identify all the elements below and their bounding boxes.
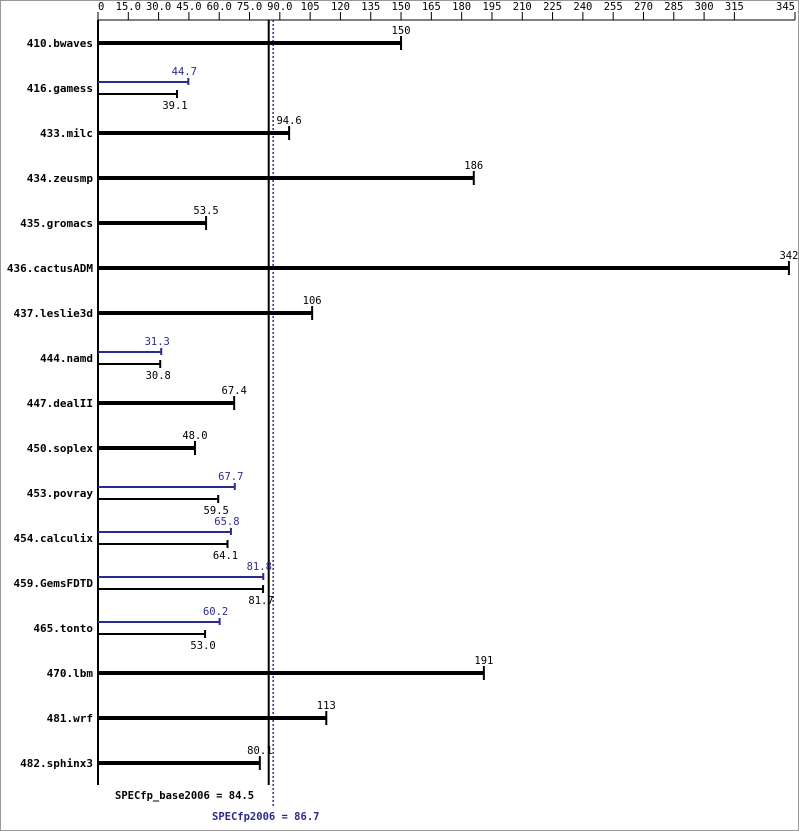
category-label: 470.lbm [47, 667, 94, 680]
x-tick-label: 150 [392, 1, 411, 13]
x-tick-label: 105 [301, 1, 320, 13]
value-label: 81.7 [248, 595, 273, 607]
x-tick-label: 300 [695, 1, 714, 13]
x-tick-label: 255 [604, 1, 623, 13]
bar [98, 576, 264, 578]
category-label: 410.bwaves [27, 37, 93, 50]
category-label: 454.calculix [14, 532, 94, 545]
value-label: 44.7 [172, 66, 197, 78]
category-label: 434.zeusmp [27, 172, 94, 185]
value-label: 191 [474, 655, 493, 667]
bar [98, 351, 162, 353]
value-label: 65.8 [214, 516, 239, 528]
value-label: 48.0 [182, 430, 207, 442]
value-label: 53.0 [190, 640, 215, 652]
value-label: 80.1 [247, 745, 272, 757]
x-tick-label: 180 [452, 1, 471, 13]
bar [98, 633, 206, 635]
x-tick-label: 15.0 [116, 1, 141, 13]
value-label: 64.1 [213, 550, 238, 562]
x-tick-label: 135 [361, 1, 380, 13]
category-label: 459.GemsFDTD [14, 577, 94, 590]
category-label: 416.gamess [27, 82, 93, 95]
value-label: 342 [779, 250, 798, 262]
category-label: 465.tonto [33, 622, 93, 635]
category-label: 437.leslie3d [14, 307, 93, 320]
value-label: 60.2 [203, 606, 228, 618]
x-tick-label: 120 [331, 1, 350, 13]
x-tick-label: 210 [513, 1, 532, 13]
x-tick-label: 315 [725, 1, 744, 13]
value-label: 30.8 [146, 370, 171, 382]
category-label: 453.povray [27, 487, 94, 500]
x-tick-label: 270 [634, 1, 653, 13]
bar [98, 401, 235, 405]
category-label: 482.sphinx3 [20, 757, 93, 770]
x-tick-label: 45.0 [176, 1, 201, 13]
bar [98, 41, 402, 45]
bar [98, 761, 260, 765]
bar [98, 486, 235, 488]
reference-label: SPECfp2006 = 86.7 [212, 811, 319, 823]
value-label: 31.3 [145, 336, 170, 348]
x-tick-label: 345 [776, 1, 795, 13]
x-tick-label: 75.0 [237, 1, 262, 13]
bar [98, 498, 219, 500]
x-tick-label: 225 [543, 1, 562, 13]
bar [98, 81, 189, 83]
x-tick-label: 60.0 [207, 1, 232, 13]
bar [98, 543, 228, 545]
value-label: 186 [464, 160, 483, 172]
value-label: 67.4 [222, 385, 247, 397]
x-tick-label: 0 [98, 1, 104, 13]
bar [98, 363, 161, 365]
category-label: 435.gromacs [20, 217, 93, 230]
category-label: 433.milc [40, 127, 93, 140]
value-label: 94.6 [276, 115, 301, 127]
x-tick-label: 285 [664, 1, 683, 13]
value-label: 81.8 [247, 561, 272, 573]
bar [98, 221, 207, 225]
bar [98, 716, 327, 720]
value-label: 53.5 [193, 205, 218, 217]
category-label: 444.namd [40, 352, 93, 365]
value-label: 59.5 [204, 505, 229, 517]
bar [98, 311, 313, 315]
category-label: 450.soplex [27, 442, 94, 455]
bar [98, 621, 220, 623]
bar [98, 531, 231, 533]
category-label: 481.wrf [47, 712, 93, 725]
value-label: 113 [317, 700, 336, 712]
bar [98, 588, 264, 590]
category-label: 436.cactusADM [7, 262, 93, 275]
bar [98, 671, 484, 675]
x-tick-label: 240 [573, 1, 592, 13]
value-label: 39.1 [162, 100, 187, 112]
bar [98, 446, 195, 450]
value-label: 150 [392, 25, 411, 37]
x-tick-label: 165 [422, 1, 441, 13]
x-tick-label: 30.0 [146, 1, 171, 13]
bar [98, 93, 177, 95]
bar [98, 176, 474, 180]
bar [98, 131, 290, 135]
x-tick-label: 195 [482, 1, 501, 13]
category-label: 447.dealII [27, 397, 93, 410]
x-tick-label: 90.0 [267, 1, 292, 13]
value-label: 106 [303, 295, 322, 307]
reference-label: SPECfp_base2006 = 84.5 [115, 790, 254, 802]
value-label: 67.7 [218, 471, 243, 483]
bar [98, 266, 789, 270]
